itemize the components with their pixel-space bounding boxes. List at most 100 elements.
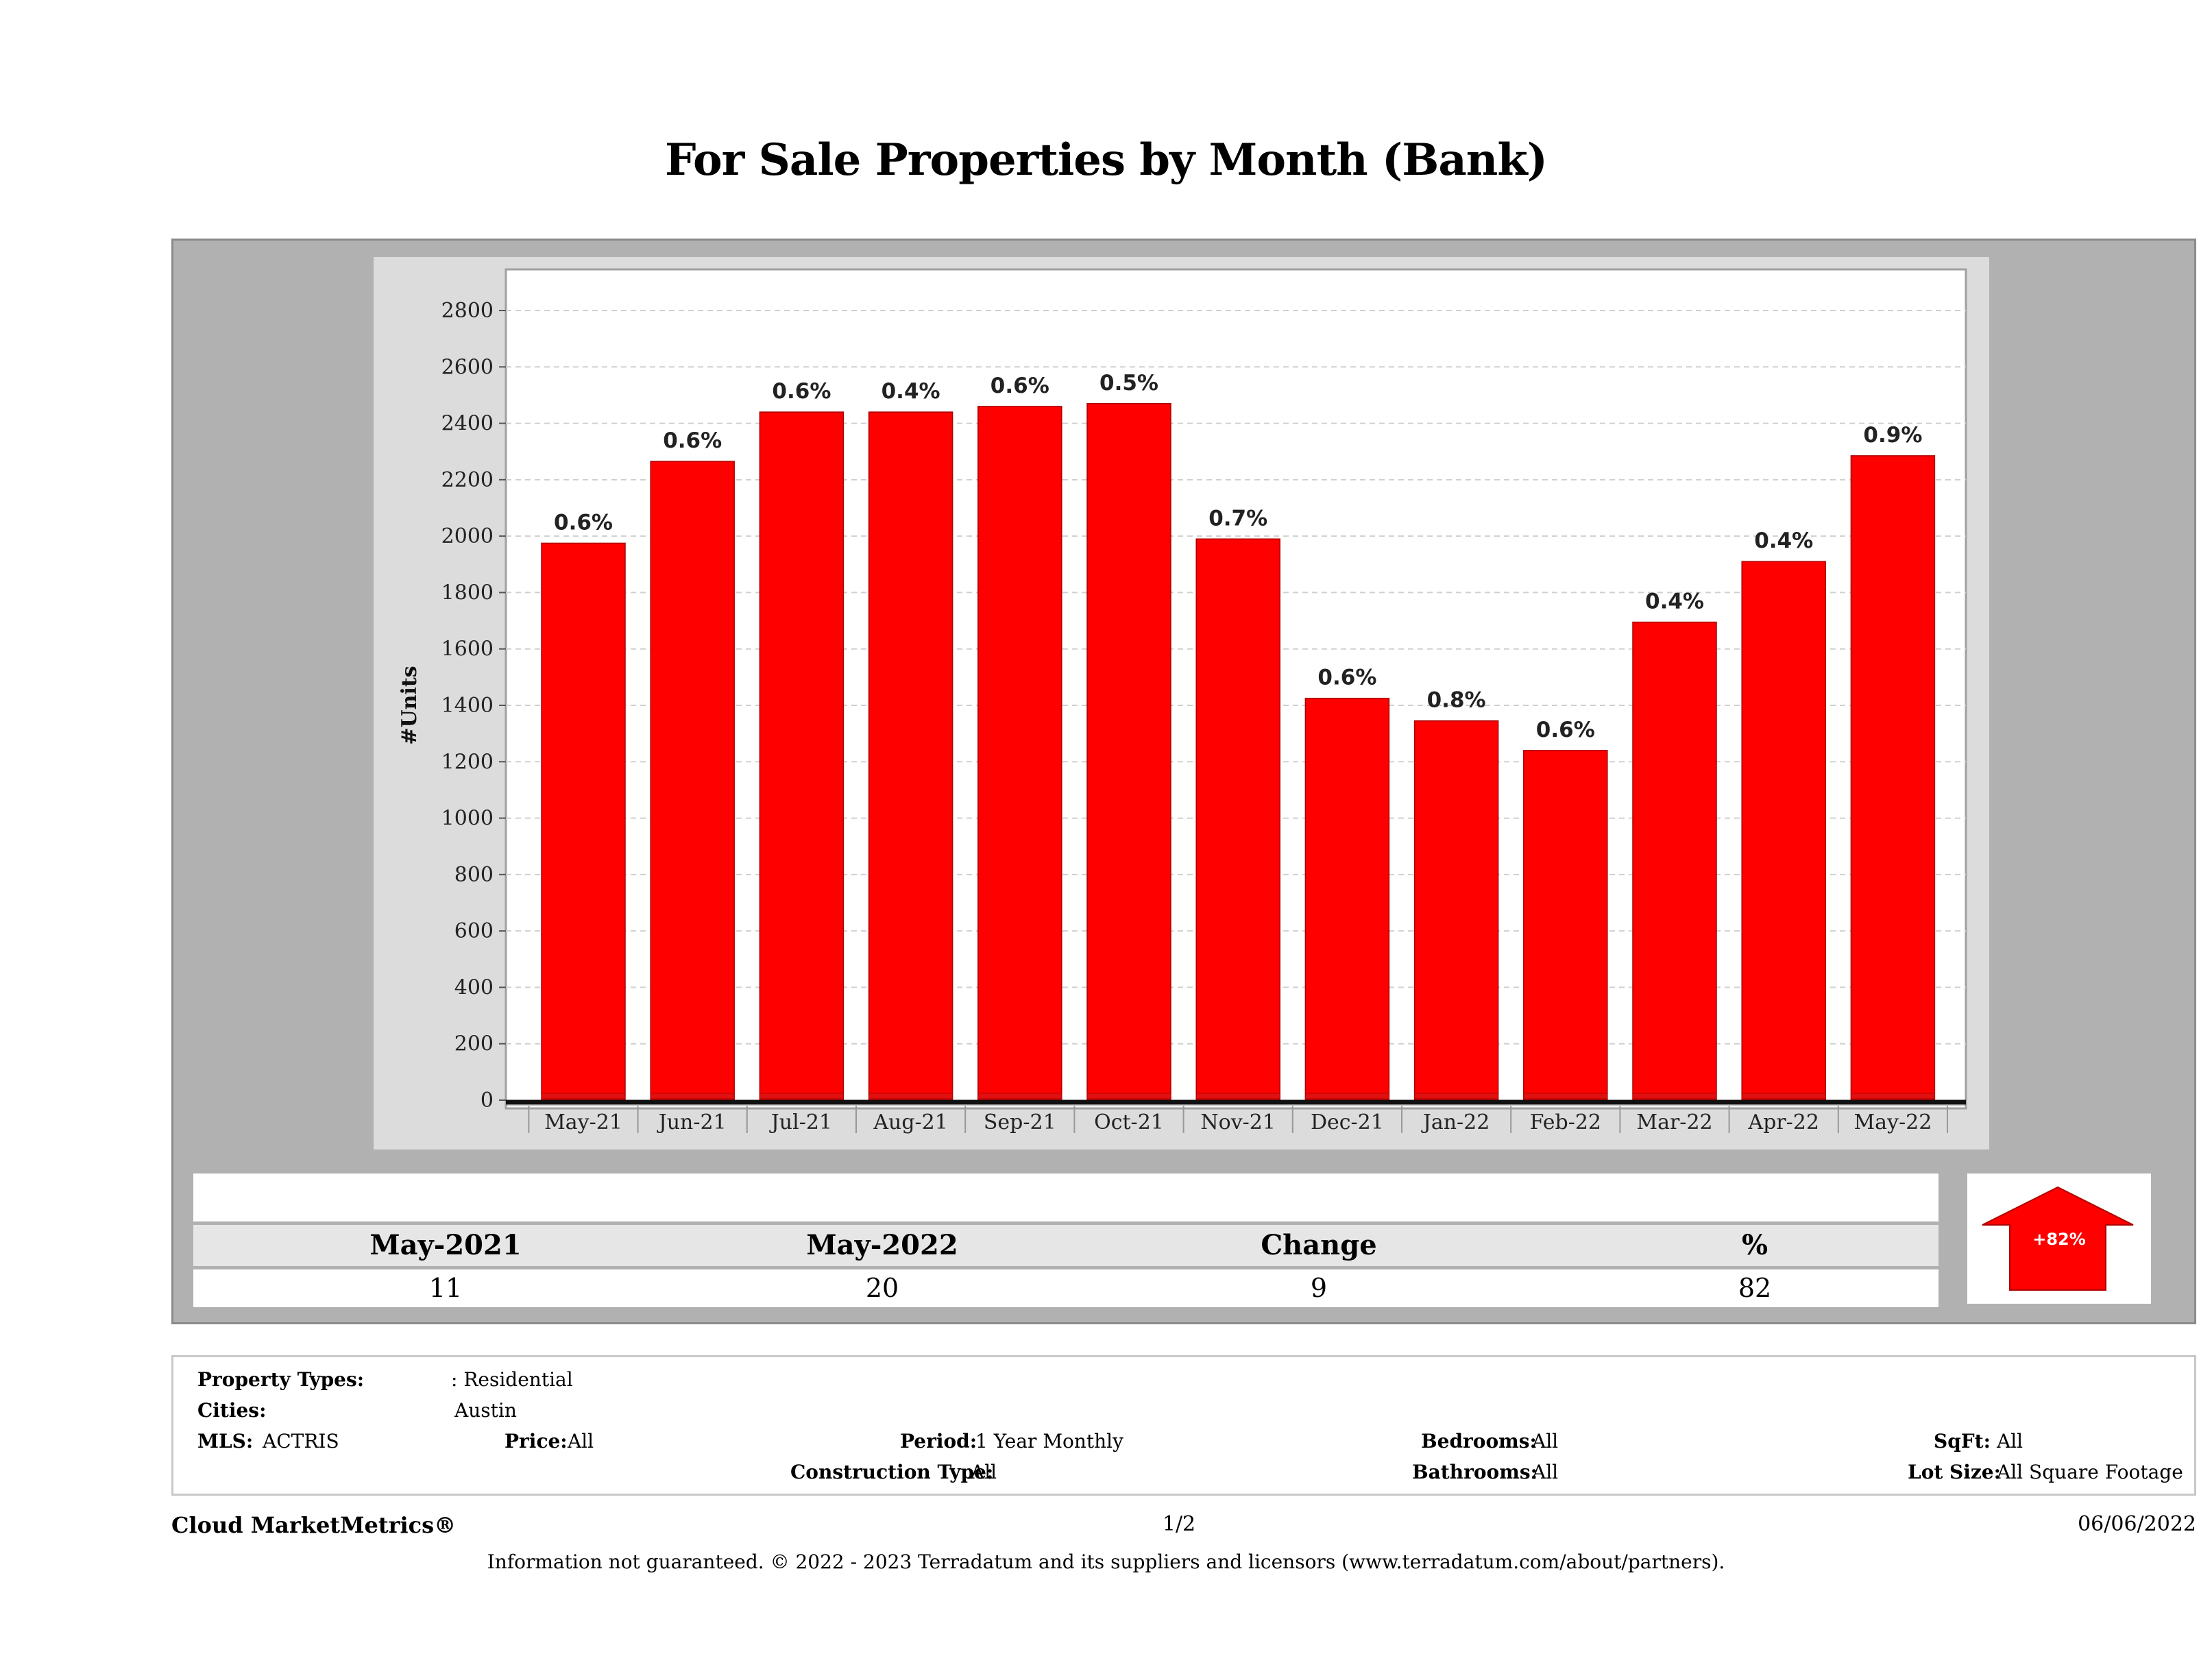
bar: [1304, 697, 1390, 1101]
bar: [868, 411, 953, 1101]
sqft-value: All: [1997, 1430, 2023, 1452]
x-tick-label: Jan-22: [1421, 1110, 1490, 1134]
bedrooms-label: Bedrooms:: [1421, 1430, 1537, 1452]
summary-value-change: 9: [1310, 1273, 1328, 1303]
bar-base: [1850, 1093, 1935, 1099]
y-tick-label: 2200: [441, 468, 494, 492]
bar-base: [541, 1093, 626, 1099]
bathrooms-label: Bathrooms:: [1412, 1461, 1538, 1483]
x-tick-label: May-22: [1854, 1110, 1932, 1134]
summary-header-start: May-2021: [369, 1229, 522, 1261]
bar-data-label: 0.7%: [1208, 506, 1267, 531]
bar-base: [868, 1093, 953, 1099]
x-tick-label: Aug-21: [873, 1110, 948, 1134]
y-tick-label: 1800: [441, 581, 494, 605]
bar: [650, 461, 735, 1101]
summary-header-row: May-2021 May-2022 Change %: [193, 1225, 1938, 1266]
x-tick-label: Feb-22: [1530, 1110, 1601, 1134]
bar-data-label: 0.6%: [990, 374, 1049, 398]
construction-label: Construction Type:: [790, 1461, 994, 1483]
y-tick-label: 1200: [441, 750, 494, 774]
y-tick-label: 400: [454, 975, 494, 999]
bar: [1195, 538, 1280, 1101]
y-tick-label: 600: [454, 919, 494, 943]
y-tick-label: 1400: [441, 694, 494, 718]
summary-value-row: 11 20 9 82: [193, 1269, 1938, 1307]
bar-data-label: 0.6%: [1536, 718, 1595, 742]
up-arrow-icon: [1982, 1186, 2134, 1291]
bar-base: [1523, 1093, 1608, 1099]
bar-data-label: 0.4%: [1754, 528, 1813, 553]
lot-size-value: All Square Footage: [1997, 1461, 2183, 1483]
bar-data-label: 0.6%: [772, 379, 831, 404]
page-title: For Sale Properties by Month (Bank): [665, 134, 1548, 186]
x-tick-label: Jul-21: [769, 1110, 832, 1134]
bar-data-label: 0.4%: [1645, 589, 1704, 614]
bar: [1632, 621, 1717, 1101]
y-tick-label: 2600: [441, 355, 494, 379]
summary-spacer: [193, 1174, 1938, 1221]
period-value: 1 Year Monthly: [975, 1430, 1123, 1452]
bar-data-label: 0.6%: [1317, 666, 1376, 690]
y-axis-title: #Units: [398, 666, 422, 744]
criteria-panel: Property Types: : Residential Cities: Au…: [171, 1355, 2196, 1496]
mls-value: ACTRIS: [263, 1430, 339, 1452]
sqft-label: SqFt:: [1934, 1430, 1991, 1452]
x-tick-label: May-21: [544, 1110, 622, 1134]
bar-base: [650, 1093, 735, 1099]
bar-base: [759, 1093, 844, 1099]
period-label: Period:: [900, 1430, 977, 1452]
chart-panel: 0 200 400 600 800 1000 1200 1400 1600 1800 2000 220…: [374, 257, 1989, 1150]
bar: [1413, 720, 1499, 1101]
x-tick-label: Mar-22: [1636, 1110, 1712, 1134]
bar: [1741, 561, 1826, 1101]
bar-base: [1414, 1093, 1499, 1099]
bar: [1523, 750, 1608, 1101]
summary-value-end: 20: [865, 1273, 899, 1303]
bar-data-label: 0.8%: [1427, 688, 1486, 713]
y-tick-label: 0: [481, 1089, 494, 1112]
summary-value-start: 11: [428, 1273, 463, 1303]
bar: [1086, 403, 1171, 1101]
property-types-label: Property Types:: [197, 1368, 365, 1391]
y-tick-label: 2400: [441, 412, 494, 436]
change-badge: +82%: [2032, 1230, 2086, 1249]
disclaimer: Information not guaranteed. © 2022 - 202…: [487, 1551, 1725, 1573]
bar: [977, 406, 1062, 1101]
bar-data-label: 0.5%: [1099, 371, 1158, 396]
summary-header-percent: %: [1741, 1229, 1768, 1261]
bar-base: [1086, 1093, 1171, 1099]
bar-base: [1741, 1093, 1826, 1099]
summary-header-change: Change: [1261, 1229, 1377, 1261]
x-tick-label: Jun-21: [657, 1110, 727, 1134]
y-tick-label: 2000: [441, 524, 494, 548]
summary-value-percent: 82: [1738, 1273, 1772, 1303]
bar-base: [1304, 1093, 1389, 1099]
bathrooms-value: All: [1532, 1461, 1559, 1483]
bar: [541, 542, 626, 1101]
y-tick-label: 1600: [441, 637, 494, 661]
x-tick-label: Dec-21: [1311, 1110, 1384, 1134]
y-tick-label: 2800: [441, 299, 494, 323]
summary-header-end: May-2022: [806, 1229, 958, 1261]
bedrooms-value: All: [1532, 1430, 1559, 1452]
bar: [759, 411, 844, 1101]
cities-value: Austin: [454, 1399, 517, 1422]
price-label: Price:: [505, 1430, 568, 1452]
report-date: 06/06/2022: [2078, 1512, 2196, 1536]
price-value: All: [568, 1430, 594, 1452]
x-tick-label: Apr-22: [1747, 1110, 1819, 1134]
bar-data-label: 0.9%: [1863, 423, 1922, 448]
page-number: 1/2: [1162, 1512, 1196, 1536]
y-tick-label: 200: [454, 1032, 494, 1056]
bar: [1850, 455, 1936, 1101]
y-tick-label: 1000: [441, 807, 494, 831]
x-tick-label: Oct-21: [1094, 1110, 1164, 1134]
summary-table: May-2021 May-2022 Change % 11 20 9 82: [193, 1174, 1938, 1307]
y-tick-label: 800: [454, 863, 494, 887]
change-indicator: +82%: [1967, 1174, 2151, 1304]
footer-brand: Cloud MarketMetrics®: [171, 1512, 457, 1538]
mls-label: MLS:: [197, 1430, 254, 1452]
construction-value: All: [971, 1461, 997, 1483]
cities-label: Cities:: [197, 1399, 267, 1422]
